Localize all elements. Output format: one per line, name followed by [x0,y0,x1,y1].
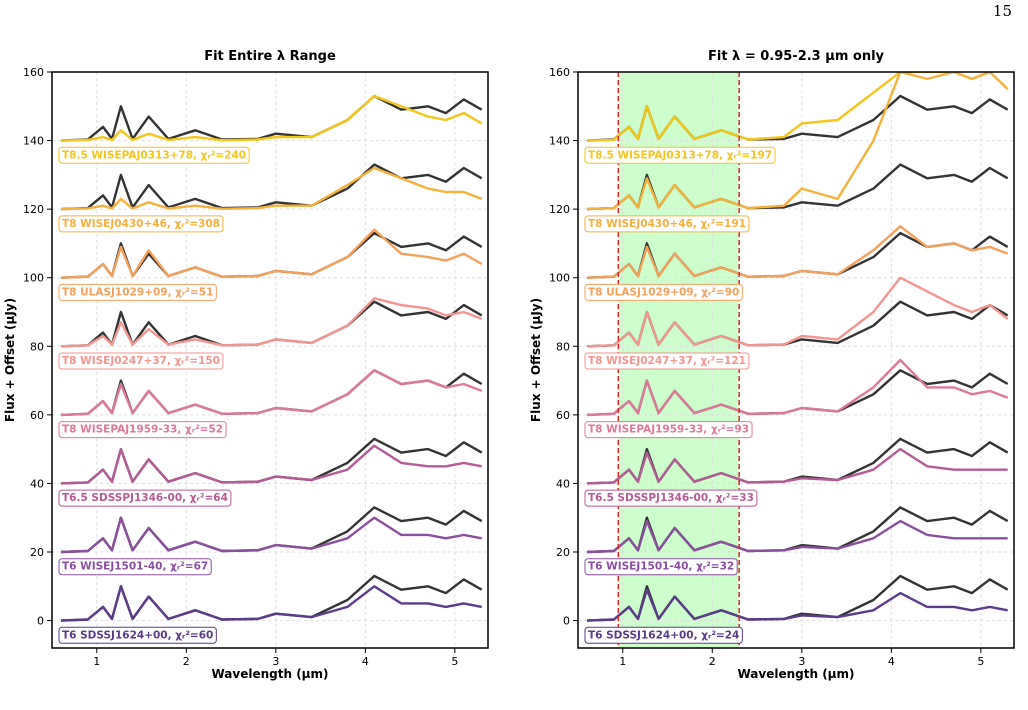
y-tick-label: 100 [23,272,44,285]
observed-spectrum [60,94,483,142]
observed-spectrum [60,166,483,211]
series-label: T6 SDSSJ1624+00, χᵣ²=24 [588,629,739,641]
observed-spectrum [586,276,1009,348]
series-label: T8 WISEPAJ1959-33, χᵣ²=93 [588,424,749,436]
y-tick-label: 80 [556,340,570,353]
series-label: T8 WISEPAJ1959-33, χᵣ²=52 [62,424,223,436]
y-tick-label: 40 [556,477,570,490]
label-box [584,558,738,576]
observed-spectrum [586,519,1008,554]
label-box [584,489,758,507]
observed-spectrum [60,228,483,279]
series-label: T8 WISEJ0247+37, χᵣ²=150 [62,355,220,367]
label-box [584,352,750,370]
label-box [584,283,743,301]
observed-spectrum [586,72,1009,211]
x-tick-label: 4 [362,655,369,668]
series-label: T8 ULASJ1029+09, χᵣ²=90 [588,286,739,298]
x-tick-label: 3 [798,655,805,668]
series-label: T6.5 SDSSPJ1346-00, χᵣ²=33 [588,492,754,504]
plot-lines [586,72,1009,622]
chart-title: Fit λ = 0.95-2.3 μm only [708,49,885,64]
label-box [58,421,227,439]
observed-spectrum [60,516,482,554]
x-tick-label: 3 [272,655,279,668]
y-tick-label: 120 [549,203,570,216]
series-label: T6 WISEJ1501-40, χᵣ²=67 [62,561,208,573]
y-tick-label: 20 [556,546,570,559]
series-label: T8 WISEJ0430+46, χᵣ²=308 [62,218,220,230]
plot-lines [60,94,483,622]
x-tick-label: 2 [183,655,190,668]
label-box [58,558,212,576]
x-axis-label: Wavelength (μm) [211,667,328,681]
plot-frame [51,71,489,649]
y-tick-label: 140 [549,135,570,148]
label-box [584,626,743,644]
observed-spectrum [60,297,483,348]
y-tick-label: 0 [37,615,44,628]
page-number: 15 [993,2,1012,20]
x-tick-label: 1 [93,655,100,668]
x-tick-label: 5 [977,655,984,668]
observed-spectrum [60,444,482,485]
observed-spectrum [586,225,1009,279]
y-axis-label: Flux + Offset (μJy) [529,298,543,422]
series-label: T8 WISEJ0247+37, χᵣ²=121 [588,355,746,367]
y-tick-label: 40 [30,477,44,490]
y-tick-label: 0 [563,615,570,628]
y-tick-label: 120 [23,203,44,216]
label-box [58,283,217,301]
series-label: T8 WISEJ0430+46, χᵣ²=191 [588,218,746,230]
observed-spectrum [586,72,1009,142]
chart-title: Fit Entire λ Range [204,49,336,64]
y-tick-label: 60 [556,409,570,422]
y-tick-label: 160 [549,66,570,79]
y-axis-label: Flux + Offset (μJy) [3,298,17,422]
label-box [58,489,232,507]
series-label: T8.5 WISEPAJ0313+78, χᵣ²=197 [588,149,772,161]
label-box [58,215,224,233]
x-tick-label: 2 [709,655,716,668]
y-tick-label: 100 [549,272,570,285]
label-box [584,146,776,164]
y-tick-label: 140 [23,135,44,148]
label-box [584,215,750,233]
plot-frame [577,71,1015,649]
x-tick-label: 5 [451,655,458,668]
observed-spectrum [586,447,1008,485]
observed-spectrum [60,585,482,622]
y-tick-label: 20 [30,546,44,559]
label-box [584,421,753,439]
x-axis-label: Wavelength (μm) [737,667,854,681]
series-label: T8 ULASJ1029+09, χᵣ²=51 [62,286,213,298]
y-tick-label: 80 [30,340,44,353]
x-tick-label: 4 [888,655,895,668]
series-label: T6 SDSSJ1624+00, χᵣ²=60 [62,629,213,641]
observed-spectrum [60,369,483,417]
series-label: T8.5 WISEPAJ0313+78, χᵣ²=240 [62,149,246,161]
label-box [58,626,217,644]
observed-spectrum [586,358,1009,417]
label-box [58,146,250,164]
y-tick-label: 160 [23,66,44,79]
series-label: T6 WISEJ1501-40, χᵣ²=32 [588,561,734,573]
observed-spectrum [586,588,1008,622]
series-label: T6.5 SDSSPJ1346-00, χᵣ²=64 [62,492,228,504]
label-box [58,352,224,370]
x-tick-label: 1 [619,655,626,668]
y-tick-label: 60 [30,409,44,422]
